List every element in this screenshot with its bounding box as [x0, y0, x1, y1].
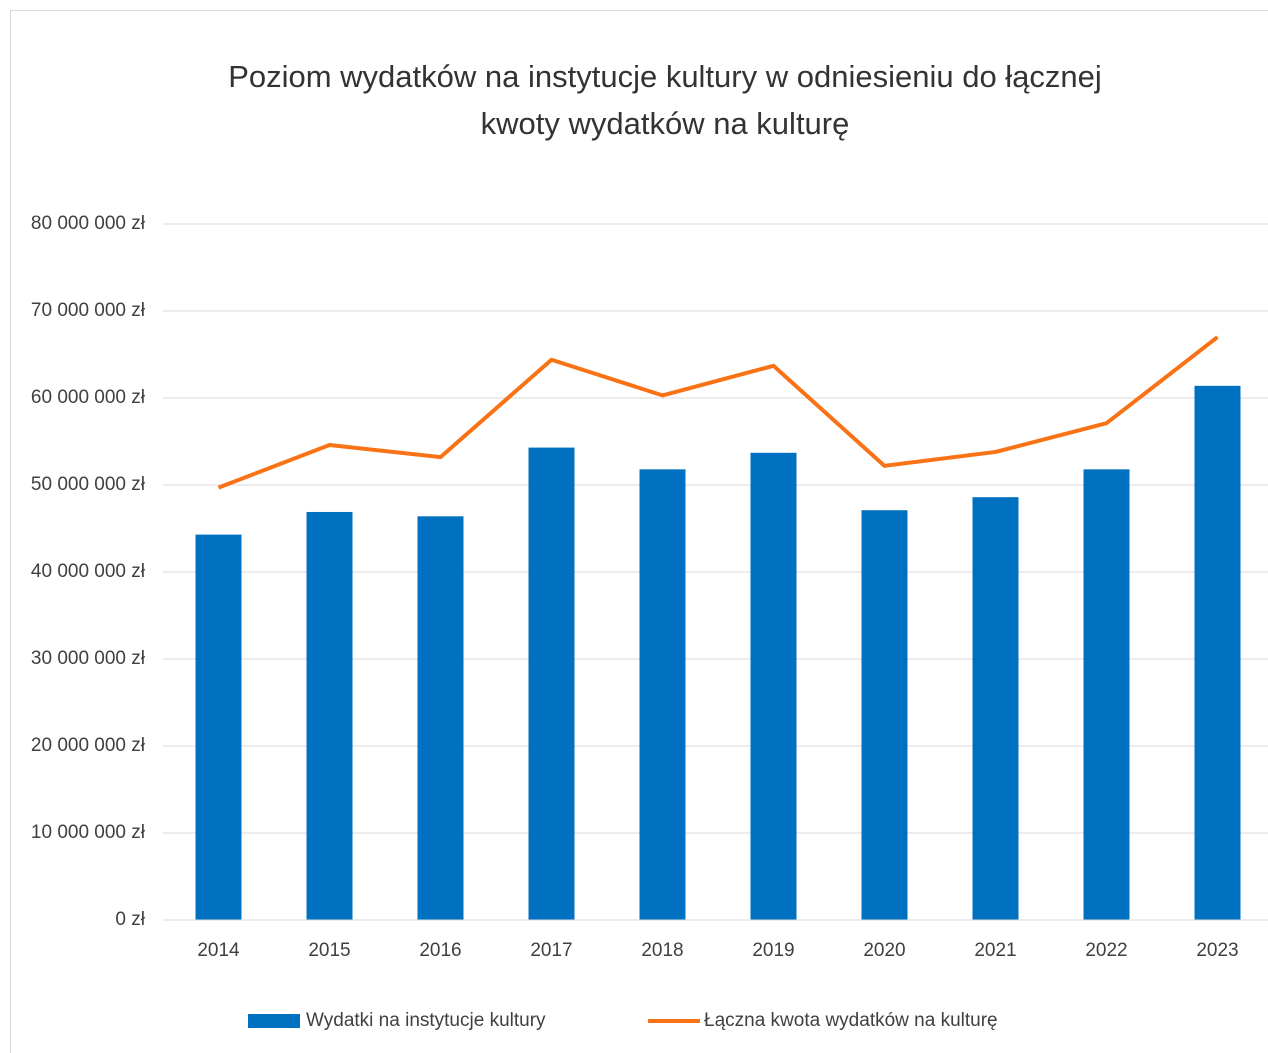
y-tick-label: 0 zł [115, 909, 145, 930]
legend-swatch [248, 1014, 300, 1028]
x-tick-label: 2018 [641, 940, 683, 961]
bar [972, 497, 1019, 920]
x-tick-label: 2014 [197, 940, 240, 961]
x-tick-label: 2022 [1085, 940, 1127, 961]
chart-title: Poziom wydatków na instytucje kultury w … [228, 59, 1102, 94]
y-tick-label: 20 000 000 zł [31, 735, 146, 756]
x-tick-label: 2020 [863, 940, 905, 961]
chart-frame [10, 10, 1268, 1053]
legend-label: Łączna kwota wydatków na kulturę [704, 1010, 998, 1031]
x-tick-label: 2016 [419, 940, 461, 961]
bar [639, 469, 686, 920]
bar [195, 534, 242, 920]
x-tick-label: 2023 [1196, 940, 1238, 961]
y-tick-label: 60 000 000 zł [31, 387, 146, 408]
bar [528, 447, 575, 920]
x-tick-label: 2015 [308, 940, 350, 961]
line [217, 335, 1219, 490]
x-tick-label: 2019 [752, 940, 794, 961]
y-tick-label: 30 000 000 zł [31, 648, 146, 669]
bar [417, 516, 464, 920]
y-tick-label: 10 000 000 zł [31, 822, 146, 843]
bar [861, 510, 908, 920]
x-tick-label: 2017 [530, 940, 572, 961]
y-tick-label: 70 000 000 zł [31, 300, 146, 321]
chart-title: kwoty wydatków na kulturę [481, 106, 850, 141]
legend-label: Wydatki na instytucje kultury [306, 1010, 546, 1031]
bar [1194, 385, 1241, 920]
bar [750, 452, 797, 920]
y-tick-label: 50 000 000 zł [31, 474, 146, 495]
y-tick-label: 80 000 000 zł [31, 213, 146, 234]
bar [306, 511, 353, 920]
y-tick-label: 40 000 000 zł [31, 561, 146, 582]
bar [1083, 469, 1130, 920]
x-tick-label: 2021 [974, 940, 1016, 961]
